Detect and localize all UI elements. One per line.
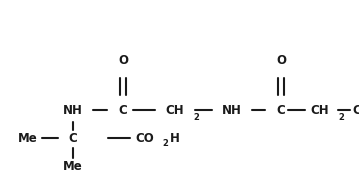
Text: O: O: [276, 53, 286, 66]
Text: Me: Me: [18, 132, 38, 144]
Text: Cl: Cl: [352, 103, 359, 117]
Text: 2: 2: [193, 112, 199, 122]
Text: Me: Me: [63, 159, 83, 172]
Text: O: O: [118, 53, 128, 66]
Text: C: C: [277, 103, 285, 117]
Text: H: H: [170, 132, 180, 144]
Text: NH: NH: [222, 103, 242, 117]
Text: C: C: [118, 103, 127, 117]
Text: C: C: [69, 132, 78, 144]
Text: CO: CO: [136, 132, 154, 144]
Text: CH: CH: [166, 103, 184, 117]
Text: 2: 2: [338, 112, 344, 122]
Text: CH: CH: [311, 103, 329, 117]
Text: NH: NH: [63, 103, 83, 117]
Text: 2: 2: [162, 139, 168, 149]
